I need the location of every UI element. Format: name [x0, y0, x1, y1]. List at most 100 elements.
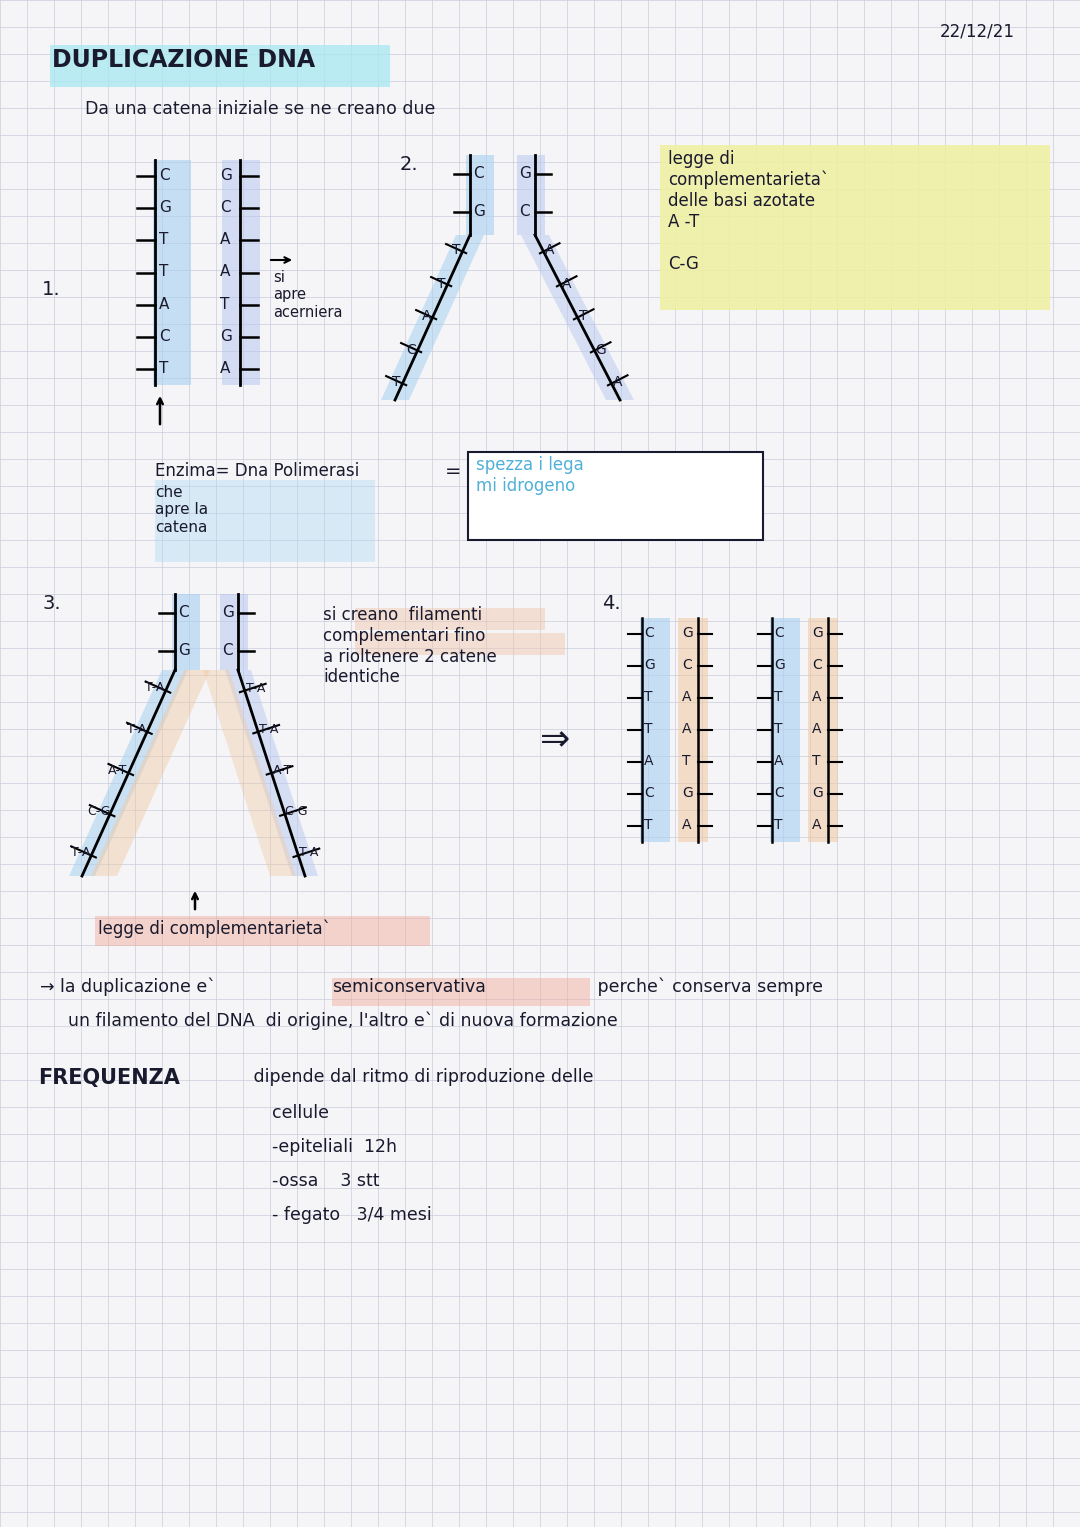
Text: T: T [812, 754, 821, 768]
Text: - fegato   3/4 mesi: - fegato 3/4 mesi [272, 1206, 432, 1225]
Text: T: T [453, 243, 461, 258]
Text: T: T [774, 722, 783, 736]
Text: 22/12/21: 22/12/21 [940, 21, 1015, 40]
Text: C: C [222, 643, 232, 658]
Text: dipende dal ritmo di riproduzione delle: dipende dal ritmo di riproduzione delle [248, 1067, 594, 1086]
Bar [640, 618, 670, 841]
Polygon shape [203, 670, 296, 876]
Text: G: G [812, 626, 823, 640]
Text: A: A [612, 376, 622, 389]
Text: G: G [595, 342, 606, 356]
Text: C: C [178, 605, 189, 620]
Text: C-G: C-G [87, 805, 111, 818]
Text: A: A [681, 818, 691, 832]
Text: A: A [159, 296, 170, 312]
Text: A: A [562, 276, 571, 290]
Text: A: A [812, 818, 822, 832]
Text: legge di
complementarieta`
delle basi azotate
A -T

C-G: legge di complementarieta` delle basi az… [669, 150, 829, 273]
Text: A: A [220, 232, 230, 247]
Text: =: = [445, 463, 461, 481]
Text: C: C [519, 205, 529, 218]
Text: → la duplicazione e`: → la duplicazione e` [40, 977, 216, 997]
Bar [220, 594, 248, 670]
Bar [172, 594, 200, 670]
Text: semiconservativa: semiconservativa [332, 977, 486, 996]
Text: legge di complementarieta`: legge di complementarieta` [98, 919, 330, 939]
Text: T: T [579, 310, 588, 324]
Text: 4.: 4. [602, 594, 621, 612]
Bar [468, 452, 762, 541]
Text: che
apre la
catena: che apre la catena [156, 486, 208, 534]
Polygon shape [91, 670, 210, 876]
Text: T: T [774, 818, 783, 832]
Text: ⇒: ⇒ [540, 722, 570, 757]
Bar [465, 156, 494, 235]
Text: T: T [437, 276, 446, 290]
Bar [332, 977, 590, 1006]
Text: T: T [159, 360, 168, 376]
Text: G: G [774, 658, 785, 672]
Text: A-T: A-T [272, 764, 292, 777]
Polygon shape [521, 235, 634, 400]
Bar [517, 156, 545, 235]
Bar [660, 145, 1050, 310]
Text: A: A [774, 754, 783, 768]
Text: FREQUENZA: FREQUENZA [38, 1067, 180, 1089]
Bar [355, 608, 545, 631]
Text: C: C [159, 168, 170, 183]
Text: DUPLICAZIONE DNA: DUPLICAZIONE DNA [52, 47, 315, 72]
Polygon shape [225, 670, 318, 876]
Text: T: T [644, 722, 652, 736]
Text: T-A: T-A [259, 722, 279, 736]
Text: A: A [681, 722, 691, 736]
Text: C: C [220, 200, 231, 215]
Text: Da una catena iniziale se ne creano due: Da una catena iniziale se ne creano due [85, 99, 435, 118]
Text: spezza i lega
mi idrogeno: spezza i lega mi idrogeno [476, 457, 584, 495]
Bar [50, 44, 390, 87]
Text: C: C [774, 626, 784, 640]
Text: Enzima= Dna Polimerasi: Enzima= Dna Polimerasi [156, 463, 360, 479]
Text: A-T: A-T [108, 764, 127, 777]
Text: G: G [222, 605, 234, 620]
Text: A: A [812, 722, 822, 736]
Text: T-A: T-A [299, 846, 319, 860]
Bar [222, 160, 260, 385]
Text: T: T [774, 690, 783, 704]
Text: G: G [178, 643, 190, 658]
Text: A: A [220, 264, 230, 279]
Text: G: G [220, 168, 232, 183]
Text: A: A [544, 243, 554, 258]
Text: G: G [681, 626, 692, 640]
Text: si creano  filamenti
complementari fino
a rioltenere 2 catene
identiche: si creano filamenti complementari fino a… [323, 606, 497, 687]
Text: -epiteliali  12h: -epiteliali 12h [272, 1138, 397, 1156]
Polygon shape [381, 235, 484, 400]
Text: T: T [644, 690, 652, 704]
Text: un filamento del DNA  di origine, l'altro e` di nuova formazione: un filamento del DNA di origine, l'altro… [68, 1012, 618, 1031]
Text: G: G [220, 328, 232, 344]
Text: C: C [644, 626, 653, 640]
Text: T-A: T-A [126, 722, 146, 736]
Text: 1.: 1. [42, 279, 60, 299]
Text: si
apre
acerniera: si apre acerniera [273, 270, 342, 319]
Text: C: C [644, 786, 653, 800]
Text: A: A [812, 690, 822, 704]
Text: C: C [407, 342, 417, 356]
Text: 2.: 2. [400, 156, 419, 174]
Polygon shape [69, 670, 188, 876]
Bar [153, 160, 191, 385]
Text: T-A: T-A [246, 681, 266, 695]
Text: C-G: C-G [284, 805, 308, 818]
Text: -ossa    3 stt: -ossa 3 stt [272, 1173, 379, 1190]
Text: A: A [681, 690, 691, 704]
Text: 3.: 3. [42, 594, 60, 612]
Bar [156, 479, 375, 562]
Text: A: A [422, 310, 431, 324]
Bar [95, 916, 430, 947]
Text: A: A [644, 754, 653, 768]
Bar [770, 618, 800, 841]
Text: G: G [644, 658, 654, 672]
Text: cellule: cellule [272, 1104, 329, 1122]
Text: G: G [812, 786, 823, 800]
Text: T-A: T-A [146, 681, 164, 695]
Text: T: T [644, 818, 652, 832]
